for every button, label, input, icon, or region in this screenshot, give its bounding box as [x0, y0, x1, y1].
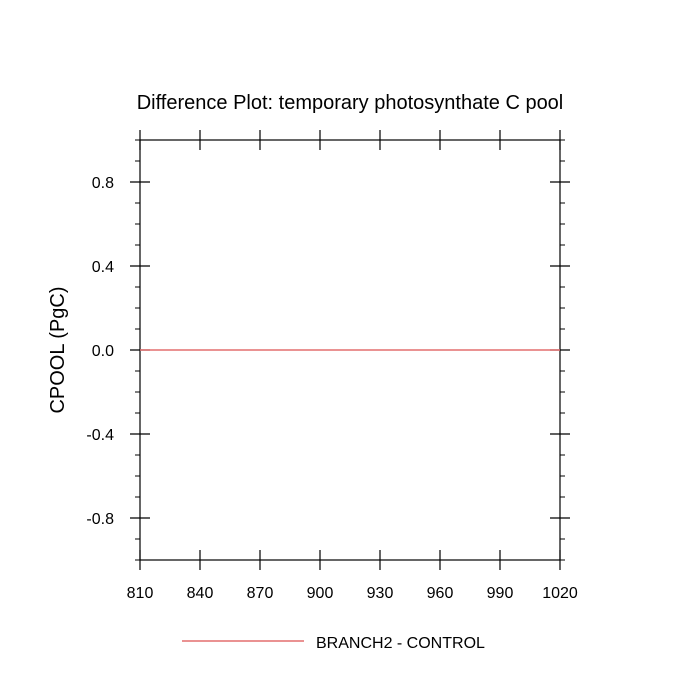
y-axis-tick-labels: -0.8 -0.4 0.0 0.4 0.8	[86, 175, 114, 528]
legend: BRANCH2 - CONTROL	[182, 635, 485, 652]
x-tick-label: 960	[427, 585, 454, 602]
x-axis-tick-labels: 810 840 870 900 930 960 990 1020	[127, 585, 578, 602]
y-axis-label: CPOOL (PgC)	[47, 286, 69, 413]
x-tick-label: 900	[307, 585, 334, 602]
y-tick-label: 0.8	[92, 175, 114, 192]
x-axis-ticks	[139, 130, 561, 570]
x-tick-label: 810	[127, 585, 154, 602]
legend-label-branch2-control: BRANCH2 - CONTROL	[316, 635, 485, 652]
y-tick-label: -0.4	[86, 427, 114, 444]
x-tick-label: 930	[367, 585, 394, 602]
x-tick-label: 840	[187, 585, 214, 602]
y-tick-label: -0.8	[86, 511, 114, 528]
chart-title: Difference Plot: temporary photosynthate…	[137, 92, 564, 114]
x-tick-label: 1020	[542, 585, 578, 602]
x-tick-label: 990	[487, 585, 514, 602]
x-tick-label: 870	[247, 585, 274, 602]
y-tick-label: 0.4	[92, 259, 114, 276]
y-tick-label: 0.0	[92, 343, 114, 360]
